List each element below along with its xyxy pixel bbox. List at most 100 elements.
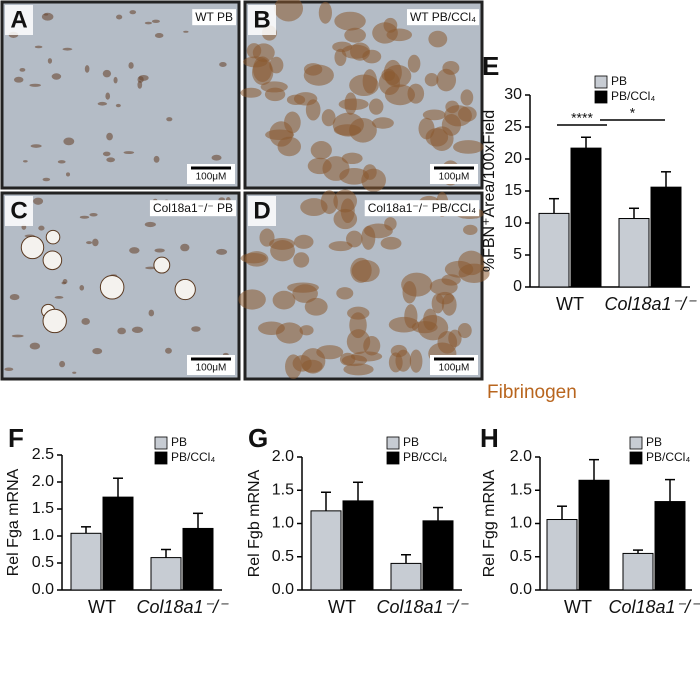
tissue-stain [33, 197, 44, 205]
bar [342, 500, 374, 591]
tissue-stain [144, 21, 153, 25]
legend-label: PB [611, 74, 627, 88]
tissue-stain [47, 58, 53, 64]
bar [578, 479, 610, 591]
tissue-stain [72, 371, 77, 374]
legend-swatch [594, 90, 608, 104]
tissue-stain [334, 48, 347, 66]
y-tick-label: 1.0 [272, 515, 294, 532]
x-tick-label: Col18a1⁻/⁻ [604, 294, 697, 314]
tissue-stain [115, 103, 121, 108]
bar [150, 557, 182, 591]
panel-letter: C [10, 197, 27, 224]
tissue-stain [238, 289, 266, 310]
tissue-stain [321, 109, 336, 127]
tissue-stain [378, 71, 401, 96]
letter-bg [248, 5, 276, 35]
y-axis-label: %FBN⁺Area/100xField [481, 110, 498, 272]
tissue-stain [102, 69, 112, 78]
tissue-stain [81, 318, 90, 325]
tissue-stain [166, 117, 173, 122]
legend-swatch [629, 436, 643, 450]
y-tick-label: 0.5 [510, 548, 532, 565]
tissue-stain [62, 47, 73, 51]
label-bg [149, 200, 236, 217]
tissue-stain [57, 160, 66, 164]
tissue-stain [92, 348, 103, 355]
y-tick-label: 15 [504, 182, 522, 199]
x-tick-label: WT [88, 597, 116, 617]
tissue-stain [269, 56, 284, 74]
tissue-stain [183, 30, 189, 33]
y-tick-label: 1.0 [510, 515, 532, 532]
bar [422, 520, 454, 591]
y-tick-label: 2.0 [510, 448, 532, 465]
legend-swatch [154, 436, 168, 450]
tissue-stain [441, 114, 461, 136]
tissue-stain [54, 296, 64, 299]
tissue-stain [304, 297, 328, 316]
tissue-stain [384, 217, 397, 231]
bar [546, 519, 578, 591]
tissue-stain [341, 152, 363, 165]
tissue-stain [138, 74, 149, 81]
tissue-stain [23, 160, 28, 163]
bar [538, 212, 570, 288]
tissue-stain [129, 10, 137, 15]
tissue-stain [350, 257, 372, 283]
x-tick-label: Col18a1⁻/⁻ [136, 597, 229, 617]
tissue-stain [145, 266, 156, 270]
bar [182, 527, 214, 591]
tissue-stain [260, 81, 288, 93]
tissue-stain [372, 22, 398, 44]
tissue-stain [287, 282, 319, 293]
tissue-stain [117, 327, 126, 335]
x-tick-label: WT [564, 597, 592, 617]
x-tick-label: WT [328, 597, 356, 617]
tissue-stain [19, 67, 26, 72]
x-tick-label: Col18a1⁻/⁻ [376, 597, 469, 617]
y-tick-label: 0.5 [272, 548, 294, 565]
y-tick-label: 30 [504, 86, 522, 103]
letter-bg [248, 196, 276, 226]
tissue-stain [51, 73, 62, 80]
legend-swatch [594, 75, 608, 89]
tissue-stain [285, 354, 302, 379]
panel-label: Col18a1⁻/⁻ PB/CCl₄ [368, 201, 476, 215]
legend-label: PB/CCl₄ [171, 450, 215, 464]
tissue-stain [165, 347, 172, 354]
tissue-stain [259, 228, 275, 247]
tissue-stain [123, 151, 135, 154]
tissue-stain [362, 164, 377, 180]
tissue-stain [333, 189, 357, 213]
y-axis-label: Rel Fgb mRNA [246, 469, 263, 577]
tissue-stain [42, 177, 51, 182]
bar [390, 562, 422, 591]
tissue-stain [457, 323, 472, 339]
tissue-stain [65, 172, 71, 177]
tissue-stain [240, 87, 262, 98]
tissue-stain [191, 326, 201, 332]
tissue-stain [154, 33, 164, 38]
tissue-stain [79, 284, 85, 291]
tissue-stain [38, 225, 45, 231]
tissue-stain [106, 132, 113, 141]
tissue-stain [128, 62, 134, 69]
tissue-stain [407, 54, 421, 73]
tissue-stain [441, 293, 457, 316]
significance-label: * [630, 105, 636, 121]
scale-label: 100μM [196, 363, 227, 374]
legend-label: PB/CCl₄ [611, 89, 655, 103]
tissue-stain [463, 224, 478, 236]
tissue-stain [131, 326, 144, 333]
y-tick-label: 1.5 [510, 481, 532, 498]
tissue-stain [216, 248, 228, 255]
tissue-stain [148, 309, 155, 317]
tissue-stain [424, 73, 439, 87]
stain-label: Fibrinogen [487, 382, 577, 403]
tissue-stain [293, 92, 318, 106]
significance-label: **** [571, 110, 593, 126]
tissue-stain [240, 253, 267, 264]
micrograph [0, 0, 241, 190]
tissue-stain [388, 316, 420, 333]
